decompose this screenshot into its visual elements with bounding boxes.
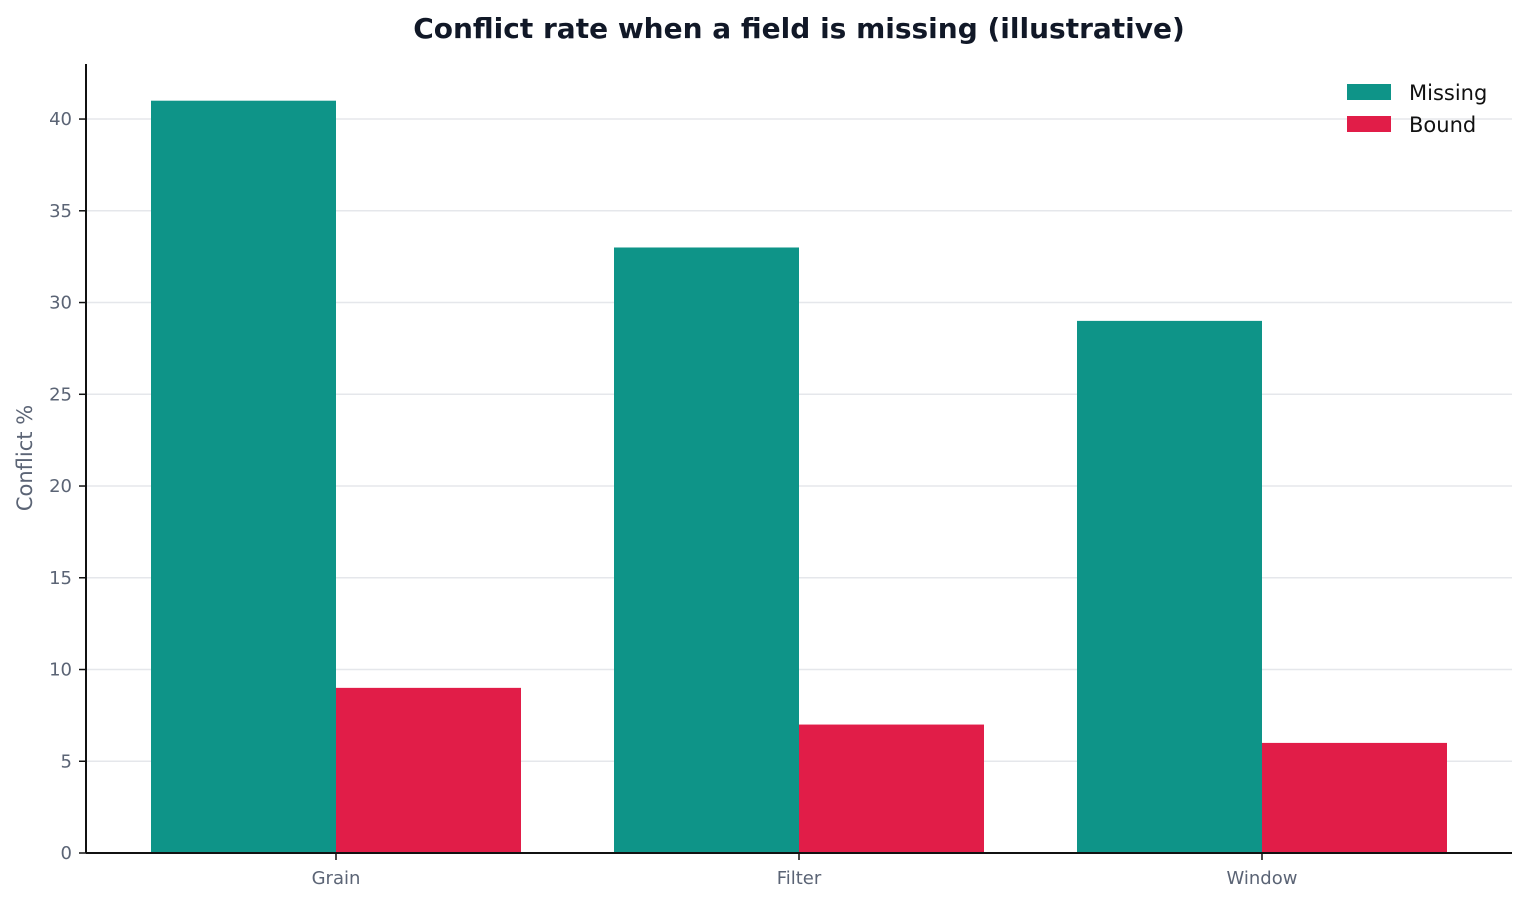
x-tick-label-window: Window (1227, 868, 1298, 889)
bars (151, 100, 1447, 853)
bar-bound-filter (799, 724, 984, 853)
legend-swatch-bound (1347, 116, 1391, 132)
bar-missing-filter (614, 247, 799, 853)
x-axis-ticks: Grain Filter Window (312, 853, 1298, 889)
y-tick-label: 0 (61, 843, 72, 864)
chart-title: Conflict rate when a field is missing (i… (413, 12, 1185, 45)
y-axis-ticks: 0 5 10 15 20 25 30 35 40 (49, 109, 86, 864)
bar-bound-window (1262, 742, 1447, 853)
y-tick-label: 40 (49, 109, 72, 130)
legend: Missing Bound (1347, 81, 1487, 137)
legend-label-missing: Missing (1409, 81, 1487, 105)
y-tick-label: 15 (49, 568, 72, 589)
legend-swatch-missing (1347, 84, 1391, 100)
legend-label-bound: Bound (1409, 113, 1476, 137)
y-axis-label: Conflict % (13, 405, 37, 511)
y-tick-label: 30 (49, 293, 72, 314)
x-tick-label-grain: Grain (312, 868, 361, 889)
y-tick-label: 20 (49, 476, 72, 497)
y-tick-label: 25 (49, 384, 72, 405)
bar-missing-window (1077, 320, 1262, 853)
y-tick-label: 5 (61, 751, 72, 772)
y-tick-label: 35 (49, 201, 72, 222)
x-tick-label-filter: Filter (777, 868, 822, 889)
bar-missing-grain (151, 100, 336, 853)
y-tick-label: 10 (49, 660, 72, 681)
bar-bound-grain (336, 687, 521, 853)
